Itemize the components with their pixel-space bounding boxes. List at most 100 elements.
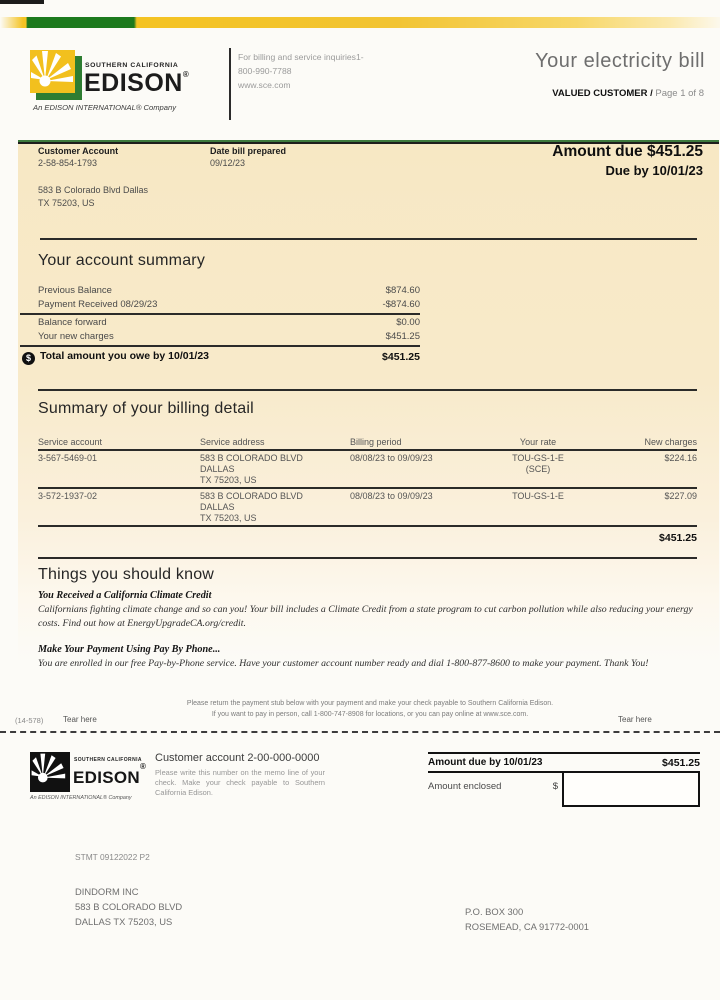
sunburst-icon xyxy=(30,752,70,792)
form-code: (14-578) xyxy=(15,716,44,725)
amount-enclosed-label: Amount enclosed xyxy=(428,781,502,792)
dollar-icon: $ xyxy=(22,352,35,365)
col-your-rate: Your rate xyxy=(519,437,557,447)
sce-logo xyxy=(30,50,82,100)
table-rule xyxy=(38,487,697,489)
service-address: 583 B Colorado Blvd Dallas TX 75203, US xyxy=(38,184,148,210)
section-divider xyxy=(38,557,697,559)
billing-detail-title: Summary of your billing detail xyxy=(38,400,254,417)
date-prepared-value: 09/12/23 xyxy=(210,158,246,168)
header-divider xyxy=(229,48,231,120)
summary-divider xyxy=(20,313,420,315)
climate-credit-title: You Received a California Climate Credit xyxy=(38,590,212,601)
table-rule xyxy=(38,449,697,451)
due-by: Due by 10/01/23 xyxy=(605,163,703,178)
cell-charges: $224.16 xyxy=(664,453,697,463)
contact-website[interactable]: www.sce.com xyxy=(238,80,291,90)
customer-account-value: 2-58-854-1793 xyxy=(38,158,98,168)
col-service-address: Service address xyxy=(200,437,265,447)
cell-charges: $227.09 xyxy=(664,491,697,501)
summary-row-label: Payment Received 08/29/23 xyxy=(38,299,158,310)
summary-total-label: $ Total amount you owe by 10/01/23 xyxy=(22,350,209,365)
stub-instructions: Please write this number on the memo lin… xyxy=(155,768,325,797)
pay-by-phone-body: You are enrolled in our free Pay-by-Phon… xyxy=(38,658,649,669)
account-summary-title: Your account summary xyxy=(38,252,206,269)
contact-phone: 800-990-7788 xyxy=(238,66,292,76)
table-rule xyxy=(38,525,697,527)
contact-block: For billing and service inquiries1- 800-… xyxy=(238,50,364,92)
cell-address: 583 B COLORADO BLVD DALLAS TX 75203, US xyxy=(200,491,303,523)
summary-row-value: $874.60 xyxy=(385,285,420,296)
mailing-address-line2: DALLAS TX 75203, US xyxy=(75,916,173,927)
summary-row-label: Previous Balance xyxy=(38,285,112,296)
cell-period: 08/08/23 to 09/09/23 xyxy=(350,453,433,463)
summary-row-value: -$874.60 xyxy=(382,299,420,310)
payment-note-line2: If you want to pay in person, call 1-800… xyxy=(211,711,529,718)
stub-amount-due-row: Amount due by 10/01/23 $451.25 xyxy=(428,752,700,773)
mailing-address-line1: 583 B COLORADO BLVD xyxy=(75,901,183,912)
registered-mark: ® xyxy=(182,70,190,79)
brand-name: EDISON® xyxy=(84,69,190,97)
stub-amount-enclosed-row: Amount enclosed $ xyxy=(428,771,700,807)
date-prepared-label: Date bill prepared xyxy=(210,146,287,156)
summary-row-value: $451.25 xyxy=(385,331,420,342)
sunburst-icon xyxy=(30,50,82,100)
tear-here-left: Tear here xyxy=(63,715,97,724)
pay-by-phone-title: Make Your Payment Using Pay By Phone... xyxy=(38,644,221,655)
section-divider xyxy=(40,238,697,240)
page-number: Page 1 of 8 xyxy=(655,88,704,99)
col-billing-period: Billing period xyxy=(350,437,402,447)
valued-customer-label: VALUED CUSTOMER / xyxy=(552,88,653,99)
mailing-address: DINDORM INC 583 B COLORADO BLVD DALLAS T… xyxy=(75,884,182,929)
stub-amount-due-label: Amount due by 10/01/23 xyxy=(428,757,543,768)
col-new-charges: New charges xyxy=(644,437,697,447)
scan-artifact xyxy=(0,0,44,4)
summary-divider xyxy=(20,345,420,347)
amount-enclosed-input[interactable] xyxy=(562,771,700,807)
service-address-line1: 583 B Colorado Blvd Dallas xyxy=(38,185,149,195)
sce-logo-stub xyxy=(30,752,70,792)
tear-line xyxy=(0,731,720,733)
bill-summary-panel xyxy=(18,140,719,662)
top-accent-bar xyxy=(0,17,720,28)
page-title: Your electricity bill xyxy=(535,50,705,72)
statement-code: STMT 09122022 P2 xyxy=(75,852,150,862)
billing-total: $451.25 xyxy=(659,532,697,544)
panel-border-dark xyxy=(18,142,719,144)
stub-brand-name: EDISON® xyxy=(73,762,147,787)
payment-note-line1: Please return the payment stub below wit… xyxy=(186,700,554,707)
valued-customer-line: VALUED CUSTOMER / Page 1 of 8 xyxy=(0,88,704,99)
stub-customer-account: Customer account 2-00-000-0000 xyxy=(155,752,320,764)
climate-credit-body: Californians fighting climate change and… xyxy=(38,604,693,629)
registered-mark: ® xyxy=(139,762,147,771)
amount-due: Amount due $451.25 xyxy=(552,143,703,160)
brand-tagline: An EDISON INTERNATIONAL® Company xyxy=(33,103,177,112)
cell-account: 3-572-1937-02 xyxy=(38,491,98,501)
remittance-address: P.O. BOX 300 ROSEMEAD, CA 91772-0001 xyxy=(465,904,589,934)
col-service-account: Service account xyxy=(38,437,103,447)
service-address-line2: TX 75203, US xyxy=(38,198,95,208)
stub-brand-region: SOUTHERN CALIFORNIA xyxy=(74,757,142,763)
summary-total-value: $451.25 xyxy=(382,351,420,363)
section-divider xyxy=(38,389,697,391)
stub-amount-due-value: $451.25 xyxy=(662,757,700,769)
customer-account-label: Customer Account xyxy=(38,146,119,156)
panel-border-green xyxy=(18,140,719,142)
po-box-line1: P.O. BOX 300 xyxy=(465,906,524,917)
cell-rate: TOU-GS-1-E (SCE) xyxy=(512,453,564,474)
cell-account: 3-567-5469-01 xyxy=(38,453,98,463)
cell-period: 08/08/23 to 09/09/23 xyxy=(350,491,433,501)
po-box-line2: ROSEMEAD, CA 91772-0001 xyxy=(465,921,590,932)
cell-rate: TOU-GS-1-E xyxy=(512,491,564,501)
stub-brand-tagline: An EDISON INTERNATIONAL® Company xyxy=(30,795,132,801)
payment-note: Please return the payment stub below wit… xyxy=(150,698,590,720)
summary-row-label: Balance forward xyxy=(38,317,107,328)
contact-inquiries: For billing and service inquiries1- xyxy=(238,52,364,62)
summary-row-label: Your new charges xyxy=(38,331,114,342)
currency-symbol: $ xyxy=(552,781,558,792)
summary-row-value: $0.00 xyxy=(396,317,420,328)
stub-amount-block: Amount due by 10/01/23 $451.25 Amount en… xyxy=(428,752,700,807)
tear-here-right: Tear here xyxy=(618,715,652,724)
brand-region: SOUTHERN CALIFORNIA xyxy=(85,62,179,69)
things-to-know-title: Things you should know xyxy=(38,566,215,583)
